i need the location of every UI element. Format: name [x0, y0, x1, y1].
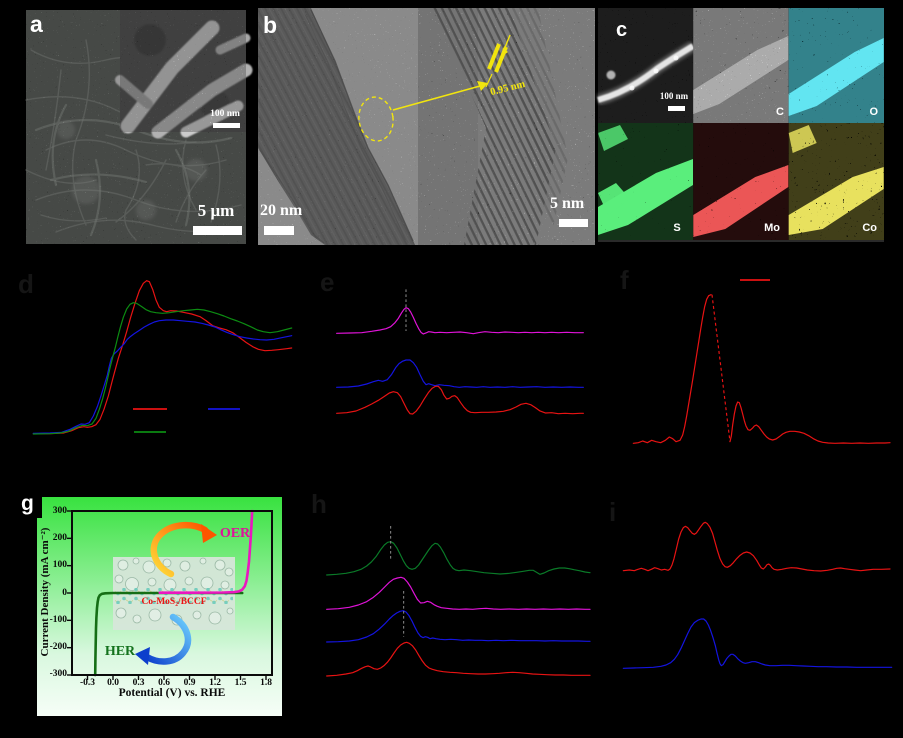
panel-b-tem-image [258, 8, 595, 245]
her-arrow [135, 613, 192, 665]
scalebar-a-bar [193, 226, 242, 235]
eds-tile-stem [596, 8, 696, 123]
panel-f-plot [632, 279, 891, 444]
eds-tile-co [788, 123, 884, 240]
panel-f-label: f [620, 265, 629, 295]
mos2-lattice-motif [115, 588, 233, 604]
eds-label-mo: Mo [764, 222, 780, 234]
panel-d-plot [32, 280, 293, 435]
lattice-annotation-marks [358, 34, 511, 142]
panel-c-eds-maps [596, 8, 884, 242]
eds-tile-c [693, 8, 789, 123]
scalebar-b-inset-label: 5 nm [550, 195, 585, 212]
scalebar-b-inset-bar [559, 219, 588, 227]
eds-tile-s [598, 123, 694, 240]
scalebar-b-bar [264, 226, 294, 235]
eds-label-o: O [869, 106, 878, 118]
eds-label-c: C [776, 106, 784, 118]
eds-label-co: Co [862, 222, 877, 234]
eds-label-s: S [673, 222, 681, 234]
panel-a-inset-image [115, 10, 253, 139]
panel-e-label: e [320, 267, 335, 297]
panel-i-plot [622, 521, 893, 669]
panel-g-label-patch: g [18, 490, 42, 518]
eds-tile-o [788, 8, 884, 123]
scalebar-a-label: 5 μm [197, 201, 235, 220]
eds-tile-mo [693, 123, 789, 240]
panel-c-label: c [616, 19, 628, 41]
panel-i-label: i [609, 497, 617, 527]
scalebar-a-inset-bar [213, 123, 240, 128]
panel-a-label: a [30, 11, 43, 37]
panel-a-sem-image [25, 10, 253, 244]
scalebar-b-label: 20 nm [260, 202, 303, 219]
panel-b-label: b [263, 12, 278, 38]
panel-d-label: d [18, 269, 34, 299]
scalebar-c-bar [668, 106, 685, 111]
scalebar-a-inset-label: 100 nm [210, 109, 240, 119]
panel-h-label: h [311, 489, 327, 519]
panel-g-label: g [21, 492, 34, 515]
scalebar-c-label: 100 nm [659, 91, 689, 101]
oer-arrow [150, 522, 217, 578]
panel-h-plot [326, 525, 591, 677]
panel-e-plot [336, 289, 584, 415]
panel-g-lsv-plot [37, 497, 282, 716]
